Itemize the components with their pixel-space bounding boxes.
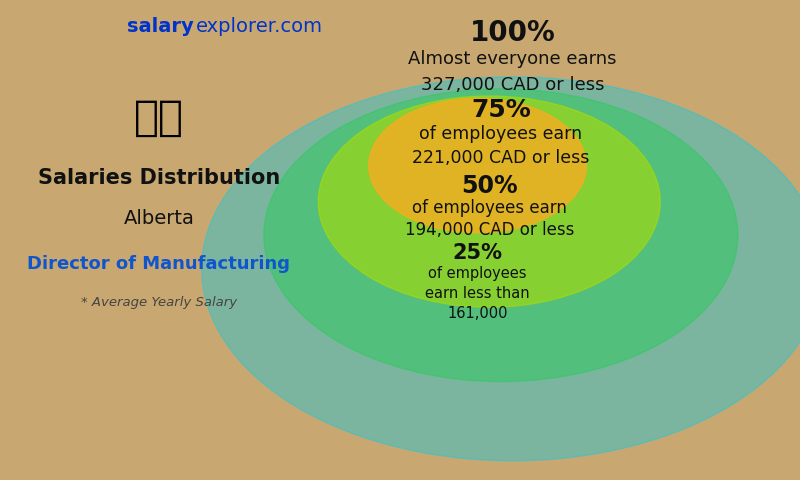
Text: earn less than: earn less than [426,286,530,301]
Circle shape [264,89,738,382]
Text: 194,000 CAD or less: 194,000 CAD or less [405,221,574,240]
Text: explorer.com: explorer.com [195,17,322,36]
Text: * Average Yearly Salary: * Average Yearly Salary [81,296,237,309]
Circle shape [369,98,586,233]
Text: 327,000 CAD or less: 327,000 CAD or less [421,76,604,95]
Circle shape [318,96,660,307]
Text: of employees earn: of employees earn [419,125,582,144]
Text: 🇨🇦: 🇨🇦 [134,96,184,139]
Text: 75%: 75% [471,98,530,122]
Circle shape [202,77,800,461]
Text: Director of Manufacturing: Director of Manufacturing [27,255,290,273]
Text: Alberta: Alberta [123,209,194,228]
Text: 161,000: 161,000 [447,306,508,322]
Text: 25%: 25% [453,243,502,264]
Text: 221,000 CAD or less: 221,000 CAD or less [412,149,590,168]
Text: Almost everyone earns: Almost everyone earns [408,50,617,68]
Text: 50%: 50% [461,174,518,198]
Text: salary: salary [127,17,194,36]
Text: of employees earn: of employees earn [412,199,566,217]
Text: Salaries Distribution: Salaries Distribution [38,168,280,188]
Text: 100%: 100% [470,19,555,47]
Text: of employees: of employees [428,266,526,281]
